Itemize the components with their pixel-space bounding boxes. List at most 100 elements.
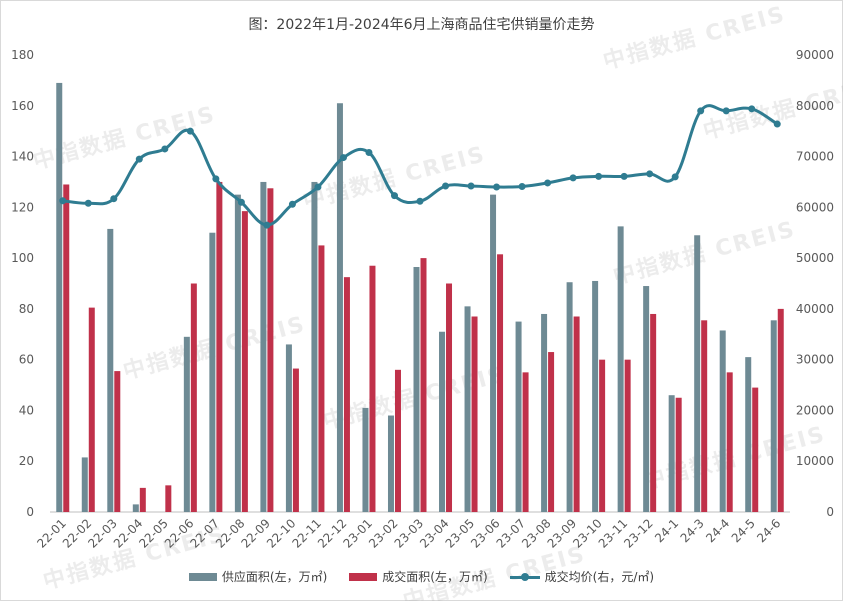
price-point	[569, 174, 577, 182]
bar-supply	[592, 280, 599, 512]
bar-sold	[63, 184, 70, 512]
price-point	[212, 175, 220, 183]
bar-supply	[719, 330, 726, 512]
y-left-tick-label: 80	[19, 302, 34, 316]
price-point	[365, 148, 373, 156]
bars-group	[56, 82, 784, 513]
y-right-tick-label: 70000	[796, 150, 834, 164]
y-left-tick-label: 160	[11, 99, 34, 113]
price-point	[314, 183, 322, 191]
price-point	[84, 199, 92, 207]
bar-sold	[522, 372, 529, 512]
bar-supply	[617, 226, 624, 512]
bar-sold	[165, 485, 172, 512]
bar-supply	[694, 235, 701, 512]
bar-sold	[190, 283, 197, 512]
y-right-tick-label: 40000	[796, 302, 834, 316]
legend-label-price: 成交均价(右，元/㎡)	[544, 570, 655, 584]
y-right-tick-label: 10000	[796, 454, 834, 468]
price-point	[442, 182, 450, 190]
price-point	[773, 120, 781, 128]
y-right-tick-label: 50000	[796, 251, 834, 265]
bar-supply	[464, 306, 471, 512]
y-left-tick-label: 140	[11, 150, 34, 164]
legend-label-sold: 成交面积(左，万㎡)	[382, 570, 488, 584]
price-point	[135, 155, 143, 163]
bar-supply	[56, 82, 63, 512]
bar-sold	[726, 372, 733, 512]
bar-sold	[394, 369, 401, 512]
y-left-tick-label: 180	[11, 48, 34, 62]
bar-supply	[285, 344, 292, 512]
bar-sold	[752, 387, 759, 512]
bar-sold	[446, 283, 453, 512]
bar-sold	[471, 316, 478, 512]
y-left-tick-label: 100	[11, 251, 34, 265]
bar-supply	[81, 457, 88, 512]
bar-supply	[132, 504, 139, 512]
y-left-tick-label: 40	[19, 403, 34, 417]
y-right-tick-label: 20000	[796, 403, 834, 417]
bar-supply	[668, 395, 675, 512]
bar-supply	[209, 232, 216, 512]
bar-sold	[216, 181, 223, 512]
bar-supply	[260, 181, 267, 512]
bar-sold	[241, 211, 248, 512]
y-left-tick-label: 60	[19, 353, 34, 367]
bar-sold	[369, 265, 376, 512]
y-right-tick-label: 80000	[796, 99, 834, 113]
line-group	[59, 104, 781, 229]
y-right-tick-label: 60000	[796, 200, 834, 214]
legend-item-price: 成交均价(右，元/㎡)	[509, 568, 655, 585]
bar-sold	[139, 487, 146, 512]
price-point	[416, 197, 424, 205]
bar-supply	[413, 266, 420, 512]
bar-sold	[267, 188, 274, 512]
price-point	[518, 183, 526, 191]
price-point	[748, 105, 756, 113]
price-point	[339, 154, 347, 162]
bar-sold	[88, 307, 95, 512]
y-right-tick-label: 0	[826, 505, 834, 519]
y-right-tick-label: 90000	[796, 48, 834, 62]
bar-supply	[566, 282, 573, 512]
bar-supply	[107, 228, 114, 513]
bar-supply	[387, 415, 394, 512]
legend-label-supply: 供应面积(左，万㎡)	[221, 570, 328, 584]
price-point	[237, 198, 245, 206]
x-tick-label: 24-4	[703, 516, 732, 545]
bar-supply	[336, 103, 343, 512]
price-point	[161, 145, 169, 153]
price-point	[493, 183, 501, 191]
legend-item-supply: 供应面积(左，万㎡)	[188, 568, 328, 585]
bar-supply	[490, 194, 497, 512]
bar-sold	[497, 254, 504, 512]
price-point	[620, 172, 628, 180]
bar-sold	[292, 368, 299, 512]
price-point	[671, 173, 679, 181]
bar-sold	[318, 245, 325, 512]
bar-sold	[650, 313, 657, 512]
bar-supply	[515, 321, 522, 512]
x-tick-label: 24-6	[754, 516, 783, 545]
bar-sold	[343, 277, 350, 512]
price-point	[722, 107, 730, 115]
bar-sold	[701, 320, 708, 512]
y-right-tick-label: 30000	[796, 353, 834, 367]
bar-supply	[183, 336, 190, 512]
price-point	[288, 200, 296, 208]
bar-supply	[234, 194, 241, 512]
price-point	[59, 197, 67, 205]
x-tick-label: 24-3	[678, 516, 707, 545]
price-line	[62, 104, 779, 227]
legend-item-sold: 成交面积(左，万㎡)	[349, 568, 488, 585]
bar-sold	[573, 316, 580, 512]
price-point	[263, 221, 271, 229]
bar-sold	[114, 371, 121, 512]
x-tick-label: 24-1	[652, 516, 681, 545]
legend-swatch-sold	[349, 572, 378, 581]
price-point	[595, 172, 603, 180]
x-tick-label: 24-5	[729, 516, 758, 545]
bar-sold	[777, 308, 784, 512]
